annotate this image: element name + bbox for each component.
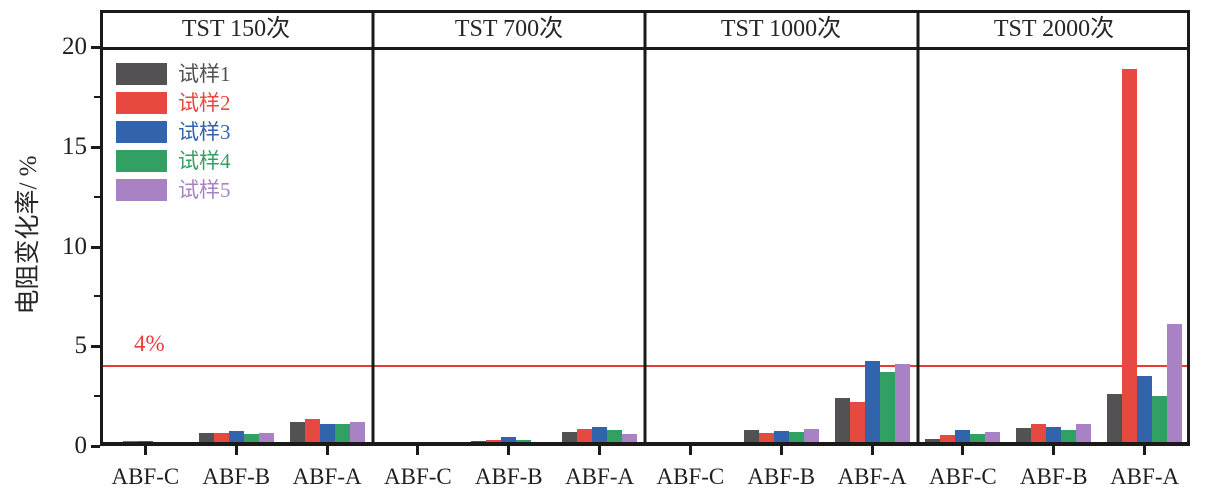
y-minor-tick [94,95,100,98]
x-category-label: ABF-C [929,464,997,489]
x-tick [688,446,692,455]
bar-TST 150次-ABF-A-试样1 [289,422,305,446]
bar-TST 2000次-ABF-A-试样4 [1152,396,1168,446]
x-category-label: ABF-C [656,464,725,489]
bar-TST 150次-ABF-A-试样3 [319,424,335,446]
x-category-label: ABF-A [292,464,362,489]
x-category-label: ABF-B [747,464,816,489]
panel-title-4: TST 2000次 [993,16,1115,42]
bar-TST 2000次-ABF-B-试样4 [1061,430,1077,446]
bar-TST 150次-ABF-A-试样5 [349,422,365,446]
bar-TST 2000次-ABF-B-试样1 [1016,428,1032,446]
legend-swatch-sample1 [116,63,167,85]
x-category-label: ABF-B [202,464,271,489]
y-minor-tick [94,195,100,198]
bar-TST 150次-ABF-A-试样4 [334,424,350,446]
x-tick [416,446,420,455]
bar-TST 2000次-ABF-A-试样1 [1107,394,1123,446]
bar-TST 1000次-ABF-B-试样1 [743,430,759,446]
bar-TST 700次-ABF-A-试样2 [577,429,593,446]
bar-TST 2000次-ABF-C-试样2 [940,435,956,446]
panel-divider-1 [371,10,374,446]
y-tick-label: 15 [62,132,87,160]
x-tick [143,446,147,455]
legend-swatch-sample2 [116,92,167,114]
x-category-label: ABF-B [474,464,543,489]
x-category-label: ABF-B [1019,464,1088,489]
bar-TST 700次-ABF-A-试样5 [622,434,638,446]
x-tick [507,446,511,455]
x-tick [1052,446,1056,455]
x-category-label: ABF-A [1110,464,1180,489]
x-tick [598,446,602,455]
bar-TST 1000次-ABF-B-试样5 [803,429,819,446]
panel-divider-3 [916,10,919,446]
bar-TST 150次-ABF-A-试样2 [304,419,320,446]
bar-TST 1000次-ABF-A-试样1 [834,398,850,446]
legend-swatch-sample3 [116,121,167,143]
panel-title-1: TST 150次 [181,16,291,42]
legend-swatch-sample5 [116,179,167,201]
y-tick-label: 20 [62,33,87,60]
x-tick [325,446,329,455]
threshold-label: 4% [134,331,165,356]
legend-label-sample1: 试样1 [178,62,231,86]
bar-TST 2000次-ABF-C-试样4 [970,434,986,446]
bar-TST 1000次-ABF-A-试样4 [879,372,895,446]
x-tick [1143,446,1147,455]
y-tick-label: 5 [74,332,88,360]
y-minor-tick [94,395,100,398]
bar-TST 2000次-ABF-A-试样5 [1167,324,1183,446]
panel-title-2: TST 700次 [454,16,564,42]
bar-TST 1000次-ABF-A-试样5 [894,364,910,446]
x-tick [870,446,874,455]
bar-TST 2000次-ABF-A-试样2 [1122,68,1138,446]
y-tick-label: 10 [62,232,87,260]
bar-TST 1000次-ABF-A-试样3 [864,361,880,446]
x-category-label: ABF-C [111,464,180,489]
legend-label-sample2: 试样2 [178,91,231,115]
y-major-tick [91,245,100,249]
legend-label-sample4: 试样4 [178,149,231,173]
bar-TST 2000次-ABF-B-试样3 [1046,427,1062,446]
x-category-label: ABF-A [837,464,907,489]
x-category-label: ABF-A [565,464,635,489]
bar-TST 150次-ABF-B-试样4 [243,434,259,446]
y-tick-label: 0 [74,432,88,459]
x-tick [234,446,238,455]
y-minor-tick [94,295,100,298]
panel-title-3: TST 1000次 [720,16,842,42]
legend-label-sample3: 试样3 [178,120,231,144]
y-major-tick [91,145,100,149]
y-axis-title: 电阻变化率/ % [15,155,42,315]
bar-TST 700次-ABF-A-试样3 [592,427,608,446]
panel-divider-2 [643,10,647,446]
bar-TST 2000次-ABF-B-试样5 [1076,424,1092,446]
y-major-tick [91,445,100,448]
y-major-tick [91,345,100,349]
bar-TST 700次-ABF-B-试样3 [501,437,517,446]
legend-swatch-sample4 [116,150,167,172]
x-tick [961,446,965,455]
plot-area: 4% TST 150次 TST 700次 TST 1000次 TST 2000次… [100,10,1190,446]
bar-TST 2000次-ABF-C-试样3 [955,430,971,446]
x-tick [779,446,783,455]
y-major-tick [91,46,100,49]
bar-TST 700次-ABF-A-试样4 [607,430,623,446]
x-category-label: ABF-C [384,464,452,489]
bar-TST 2000次-ABF-B-试样2 [1031,424,1047,446]
legend-label-sample5: 试样5 [178,178,231,202]
bar-TST 1000次-ABF-A-试样2 [849,402,865,446]
bar-TST 2000次-ABF-A-试样3 [1137,376,1153,446]
